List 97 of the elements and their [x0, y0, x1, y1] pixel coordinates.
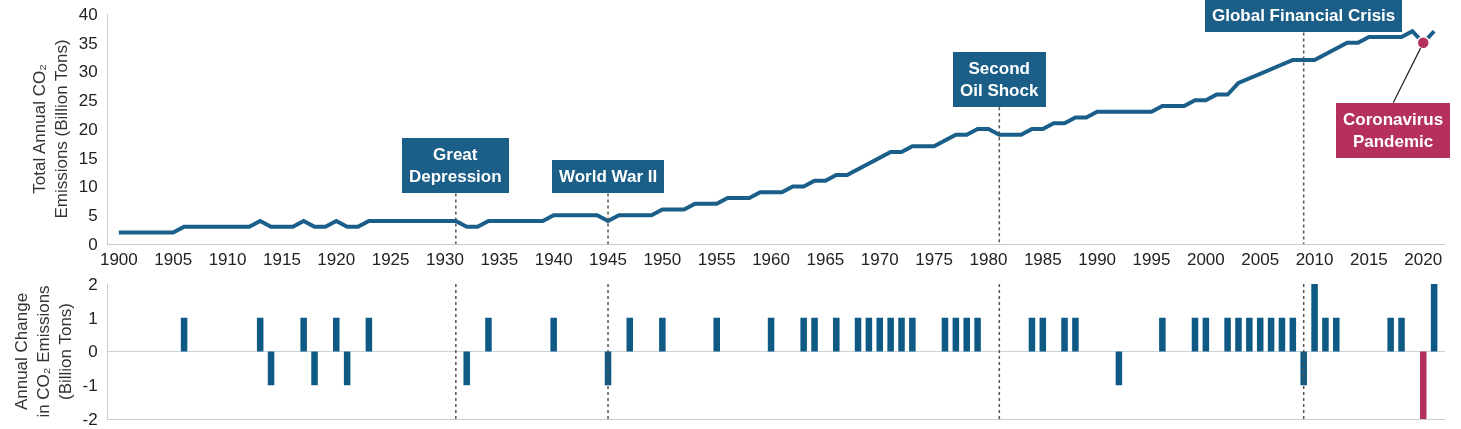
x-tick-label: 2015 — [1350, 250, 1388, 270]
x-tick-label: 1965 — [806, 250, 845, 270]
bar — [311, 351, 318, 386]
x-tick-label: 1900 — [99, 250, 138, 270]
x-tick-label: 1990 — [1078, 250, 1117, 270]
y-tick-label: 10 — [78, 177, 98, 197]
x-tick-label: 1985 — [1023, 250, 1062, 270]
y-tick-label: 40 — [78, 4, 98, 24]
y-tick-label: 30 — [78, 62, 98, 82]
bar — [909, 317, 916, 352]
y-axis-title: Total Annual CO₂ Emissions (Billion Tons) — [30, 39, 72, 219]
bar — [180, 317, 188, 352]
bar — [1202, 317, 1210, 352]
x-tick-label: 1995 — [1132, 250, 1171, 270]
x-tick-label: 1940 — [534, 250, 573, 270]
bar — [1256, 317, 1264, 352]
x-tick-label: 1920 — [317, 250, 356, 270]
x-tick-label: 1950 — [643, 250, 682, 270]
bar — [1072, 317, 1079, 352]
y-tick-label: 0 — [88, 234, 98, 254]
bar — [1322, 317, 1329, 352]
bar — [365, 317, 373, 352]
bar — [854, 317, 862, 352]
bar — [1159, 317, 1166, 352]
bar — [1333, 317, 1340, 352]
bar — [1028, 317, 1036, 352]
bar — [1278, 317, 1286, 352]
bar — [463, 351, 470, 386]
bar — [713, 317, 720, 352]
x-tick-label: 1945 — [589, 250, 627, 270]
x-tick-label: 1910 — [208, 250, 247, 270]
y-tick-label: 20 — [78, 119, 98, 139]
bar — [550, 317, 557, 352]
bar — [1115, 351, 1123, 386]
bar — [1191, 317, 1199, 352]
bar — [1289, 317, 1297, 352]
ref-line-label: Second Oil Shock — [960, 59, 1039, 101]
y-tick-label: 0 — [88, 342, 98, 362]
x-tick-label: 1960 — [752, 250, 790, 270]
bar — [659, 317, 666, 352]
bar — [256, 317, 264, 352]
y-tick-label: -1 — [82, 376, 98, 396]
bar — [767, 317, 775, 352]
ref-line-label: Great Depression — [409, 145, 502, 187]
bar — [952, 317, 960, 352]
bar — [865, 317, 873, 352]
bar — [1398, 317, 1405, 352]
x-tick-label: 1980 — [969, 250, 1008, 270]
x-tick-label: 1970 — [860, 250, 899, 270]
bar — [1224, 317, 1231, 352]
bar — [876, 317, 884, 352]
bar — [887, 317, 894, 352]
bar — [333, 317, 340, 352]
y-tick-label: 1 — [88, 308, 98, 328]
x-tick-label: 1925 — [371, 250, 410, 270]
bar — [963, 317, 970, 352]
bar — [1420, 351, 1427, 419]
y-axis-title: Annual Change in CO₂ Emissions (Billion Tons) — [11, 285, 76, 418]
x-tick-label: 2000 — [1186, 250, 1225, 270]
ref-line-label: Global Financial Crisis — [1212, 6, 1396, 25]
bar — [1039, 317, 1047, 352]
bar — [1311, 284, 1318, 352]
bar — [1061, 317, 1068, 352]
x-tick-label: 2020 — [1404, 250, 1443, 270]
bar — [833, 317, 840, 352]
bar — [800, 317, 807, 352]
x-tick-label: 1915 — [263, 250, 301, 270]
bar — [811, 317, 818, 352]
bar — [1430, 284, 1438, 352]
bar — [1235, 317, 1242, 352]
x-tick-label: 2005 — [1241, 250, 1280, 270]
annotation: Coronavirus Pandemic — [1343, 110, 1444, 152]
bar — [1246, 317, 1253, 352]
bar — [941, 317, 949, 352]
x-tick-label: 1955 — [697, 250, 736, 270]
bar — [343, 351, 351, 386]
bar — [1267, 317, 1275, 352]
x-tick-label: 1975 — [915, 250, 954, 270]
y-tick-label: 5 — [88, 206, 98, 226]
y-tick-label: 35 — [78, 33, 98, 53]
bar — [485, 317, 492, 352]
y-tick-label: 25 — [78, 91, 98, 111]
bar — [626, 317, 634, 352]
bar — [1300, 351, 1307, 386]
y-tick-label: 15 — [78, 148, 98, 168]
bar — [1387, 317, 1394, 352]
y-tick-label: -2 — [82, 409, 98, 429]
bar — [300, 317, 307, 352]
x-tick-label: 1930 — [426, 250, 464, 270]
bar — [974, 317, 981, 352]
y-tick-label: 2 — [88, 274, 98, 294]
ref-line-label: World War II — [559, 167, 658, 186]
x-tick-label: 1935 — [480, 250, 519, 270]
bar — [267, 351, 275, 386]
x-tick-label: 2010 — [1295, 250, 1334, 270]
x-tick-label: 1905 — [154, 250, 193, 270]
bar — [898, 317, 905, 352]
